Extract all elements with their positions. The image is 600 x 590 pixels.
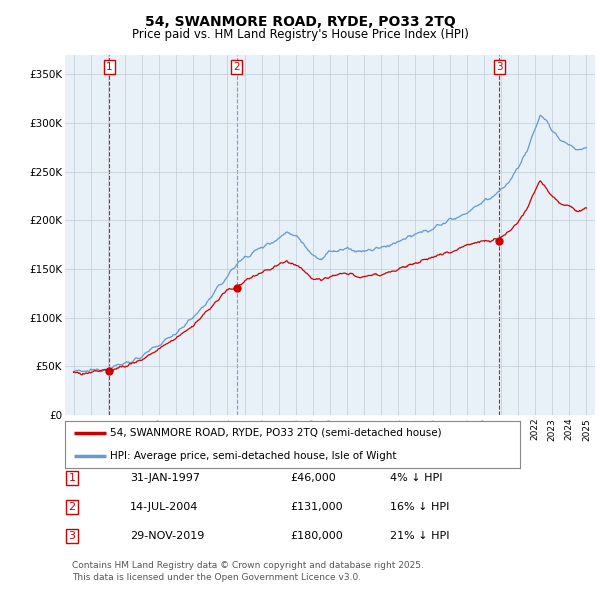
- Text: 29-NOV-2019: 29-NOV-2019: [130, 531, 205, 541]
- Text: 1: 1: [106, 62, 112, 71]
- Text: 2: 2: [233, 62, 240, 71]
- Text: 54, SWANMORE ROAD, RYDE, PO33 2TQ: 54, SWANMORE ROAD, RYDE, PO33 2TQ: [145, 15, 455, 29]
- Text: 54, SWANMORE ROAD, RYDE, PO33 2TQ (semi-detached house): 54, SWANMORE ROAD, RYDE, PO33 2TQ (semi-…: [110, 428, 442, 438]
- Text: £180,000: £180,000: [290, 531, 343, 541]
- Text: 21% ↓ HPI: 21% ↓ HPI: [390, 531, 449, 541]
- Text: HPI: Average price, semi-detached house, Isle of Wight: HPI: Average price, semi-detached house,…: [110, 451, 397, 461]
- Text: £46,000: £46,000: [290, 473, 336, 483]
- Text: 14-JUL-2004: 14-JUL-2004: [130, 502, 199, 512]
- Text: Price paid vs. HM Land Registry's House Price Index (HPI): Price paid vs. HM Land Registry's House …: [131, 28, 469, 41]
- Text: 1: 1: [68, 473, 76, 483]
- Text: 31-JAN-1997: 31-JAN-1997: [130, 473, 200, 483]
- Text: Contains HM Land Registry data © Crown copyright and database right 2025.
This d: Contains HM Land Registry data © Crown c…: [72, 561, 424, 582]
- Text: 2: 2: [68, 502, 76, 512]
- Text: 16% ↓ HPI: 16% ↓ HPI: [390, 502, 449, 512]
- Text: £131,000: £131,000: [290, 502, 343, 512]
- Text: 3: 3: [68, 531, 76, 541]
- Text: 3: 3: [496, 62, 503, 71]
- Text: 4% ↓ HPI: 4% ↓ HPI: [390, 473, 443, 483]
